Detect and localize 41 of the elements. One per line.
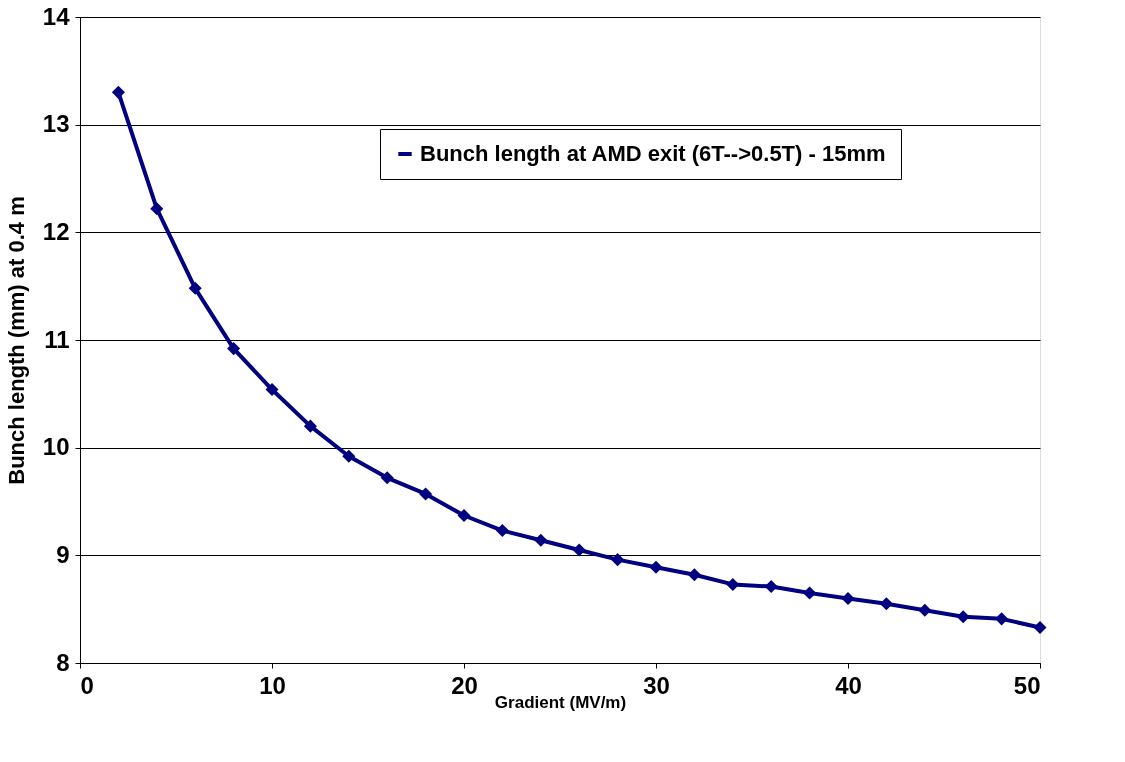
point [918, 603, 932, 617]
point [803, 586, 817, 600]
point [995, 612, 1009, 626]
point [956, 610, 970, 624]
point [419, 487, 433, 501]
point [534, 533, 548, 547]
y-tick-label: 12 [42, 217, 70, 245]
y-axis-title: Bunch length (mm) at 0.4 m [3, 196, 29, 485]
point [265, 383, 279, 397]
y-tick-label: 11 [44, 325, 70, 353]
y-tick-label: 14 [42, 2, 71, 30]
legend-label: Bunch length at AMD exit (6T-->0.5T) - 15mm [420, 141, 886, 166]
point [1033, 620, 1047, 634]
point [764, 580, 778, 594]
point [841, 591, 855, 605]
x-tick-label: 0 [80, 671, 94, 699]
x-tick-label: 10 [259, 671, 286, 699]
point [495, 524, 509, 538]
y-tick-label: 8 [56, 648, 70, 676]
point [879, 597, 893, 611]
y-tick-label: 10 [42, 433, 70, 461]
point [380, 471, 394, 485]
point [303, 419, 317, 433]
y-tick-label: 9 [56, 540, 70, 568]
x-axis-title: Gradient (MV/m) [494, 692, 627, 712]
point [572, 543, 586, 557]
point [611, 553, 625, 567]
point [188, 281, 202, 295]
point [227, 342, 241, 356]
point [649, 560, 663, 574]
point [111, 85, 125, 99]
point [687, 568, 701, 582]
x-tick-label: 50 [1013, 671, 1041, 699]
x-tick-label: 40 [835, 671, 862, 699]
point [726, 577, 740, 591]
x-tick-label: 30 [643, 671, 670, 699]
point [342, 449, 356, 463]
y-tick-label: 13 [42, 110, 70, 138]
x-tick-label: 20 [451, 671, 478, 699]
point [150, 202, 164, 216]
point [457, 508, 471, 523]
